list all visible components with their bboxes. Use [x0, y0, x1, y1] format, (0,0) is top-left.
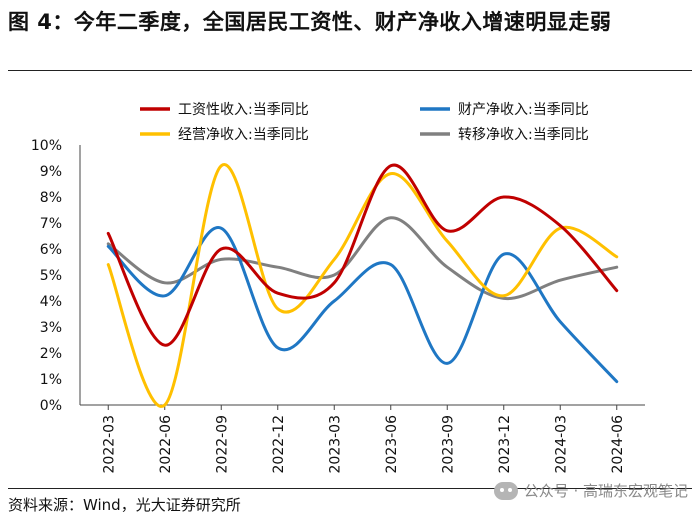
x-tick-label: 2023-06 [384, 415, 400, 474]
x-tick-label: 2023-09 [440, 415, 456, 474]
x-tick-label: 2023-12 [497, 415, 513, 474]
y-tick-label: 3% [40, 320, 62, 336]
y-tick-label: 2% [40, 346, 62, 362]
top-rule [8, 70, 692, 71]
chart-title: 图 4：今年二季度，全国居民工资性、财产净收入增速明显走弱 [8, 10, 612, 34]
x-tick-label: 2022-12 [271, 415, 287, 474]
x-tick-label: 2024-03 [553, 415, 569, 474]
y-tick-label: 7% [40, 216, 62, 232]
series-line-3 [106, 163, 619, 408]
wechat-icon [493, 481, 518, 500]
series-line-1 [106, 163, 619, 347]
legend-label: 经营净收入:当季同比 [178, 127, 309, 143]
watermark: 公众号 · 高瑞东宏观笔记 [493, 480, 688, 501]
y-tick-label: 8% [40, 190, 62, 206]
x-tick-label: 2022-09 [214, 415, 230, 474]
y-tick-label: 0% [40, 398, 62, 414]
legend-label: 工资性收入:当季同比 [178, 102, 309, 118]
y-tick-label: 5% [40, 268, 62, 284]
source-note: 资料来源：Wind，光大证券研究所 [8, 496, 241, 514]
x-tick-label: 2022-03 [101, 415, 117, 474]
line-chart: 0% 1% 2% 3% 4% 5% 6% 7% 8% 9% 10% 2022-03 2022-06 202… [31, 102, 645, 474]
series-line-4 [106, 216, 619, 300]
legend-label: 财产净收入:当季同比 [458, 102, 589, 118]
x-tick-label: 2024-06 [610, 415, 626, 474]
y-tick-label: 1% [40, 372, 62, 388]
y-tick-label: 6% [40, 242, 62, 258]
y-tick-label: 9% [40, 164, 62, 180]
x-tick-label: 2022-06 [158, 415, 174, 474]
watermark-text: 公众号 · 高瑞东宏观笔记 [523, 482, 688, 500]
x-tick-label: 2023-03 [327, 415, 343, 474]
y-tick-label: 4% [40, 294, 62, 310]
legend-label: 转移净收入:当季同比 [458, 127, 589, 143]
bottom-rule [8, 488, 692, 489]
y-tick-label: 10% [31, 138, 62, 154]
